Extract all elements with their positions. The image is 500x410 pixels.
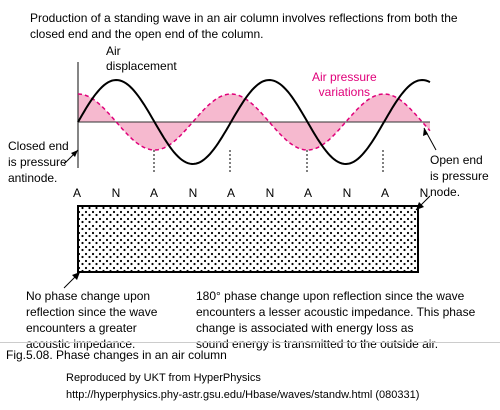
no-phase-change-note: No phase change upon reflection since th… [26,288,196,352]
bottom-right-line-3: change is associated with energy loss as [196,321,414,335]
node-letter-3: A [149,186,158,200]
figure-caption: Fig.5.08. Phase changes in an air column [6,348,227,362]
intro-text: Production of a standing wave in an air … [30,10,490,42]
node-letter-10: N [419,186,429,200]
node-markers [153,150,384,172]
bottom-left-line-3: encounters a greater [26,321,137,335]
air-column-tube [77,205,419,273]
bottom-left-line-1: No phase change upon [26,289,151,303]
bottom-left-line-4: acoustic impedance. [26,337,136,351]
air-pressure-label: Air pressure variations [312,70,377,100]
air-label-line-1: Air [106,44,121,58]
closed-note-line-1: Closed end [8,139,69,153]
node-letter-7: A [303,186,312,200]
node-letter-1: A [72,186,81,200]
closed-end-arrow-head [71,150,78,157]
pressure-label-line-2: variations [318,85,371,99]
bottom-right-line-1: 180° phase change upon reflection since … [196,289,465,303]
open-end-note: Open end is pressure node. [430,152,489,200]
closed-end-note: Closed end is pressure antinode. [8,138,69,186]
caption-separator [0,342,500,343]
node-letter-8: N [342,186,352,200]
intro-line-1: Production of a standing wave in an air … [30,11,458,25]
bottom-right-line-2: encounters a lesser acoustic impedance. … [196,305,476,319]
phase-change-note: 180° phase change upon reflection since … [196,288,496,352]
node-letter-5: A [226,186,235,200]
node-letter-6: N [265,186,275,200]
bottom-right-line-4: sound energy is transmitted to the outsi… [196,337,439,351]
source-url: http://hyperphysics.phy-astr.gsu.edu/Hba… [66,389,420,401]
bottom-left-line-2: reflection since the wave [26,305,158,319]
intro-line-2: closed end and the open end of the colum… [30,27,264,41]
air-displacement-curve [77,78,431,166]
node-letter-4: N [188,186,198,200]
open-note-line-3: node. [430,185,461,199]
closed-note-line-3: antinode. [8,171,58,185]
air-label-line-2: displacement [106,59,177,73]
open-note-line-2: is pressure [430,169,489,183]
closed-note-line-2: is pressure [8,155,67,169]
tube-left-arrow-head [72,272,80,280]
open-end-arrow-head [423,128,428,136]
node-letter-2: N [111,186,121,200]
node-letter-9: A [380,186,389,200]
air-displacement-label: Air displacement [106,44,177,74]
pressure-variation-curve [77,93,431,151]
open-note-line-1: Open end [430,153,483,167]
pressure-label-line-1: Air pressure [312,70,377,84]
credit-text: Reproduced by UKT from HyperPhysics [66,372,261,384]
tube-right-arrow-head [416,202,424,210]
